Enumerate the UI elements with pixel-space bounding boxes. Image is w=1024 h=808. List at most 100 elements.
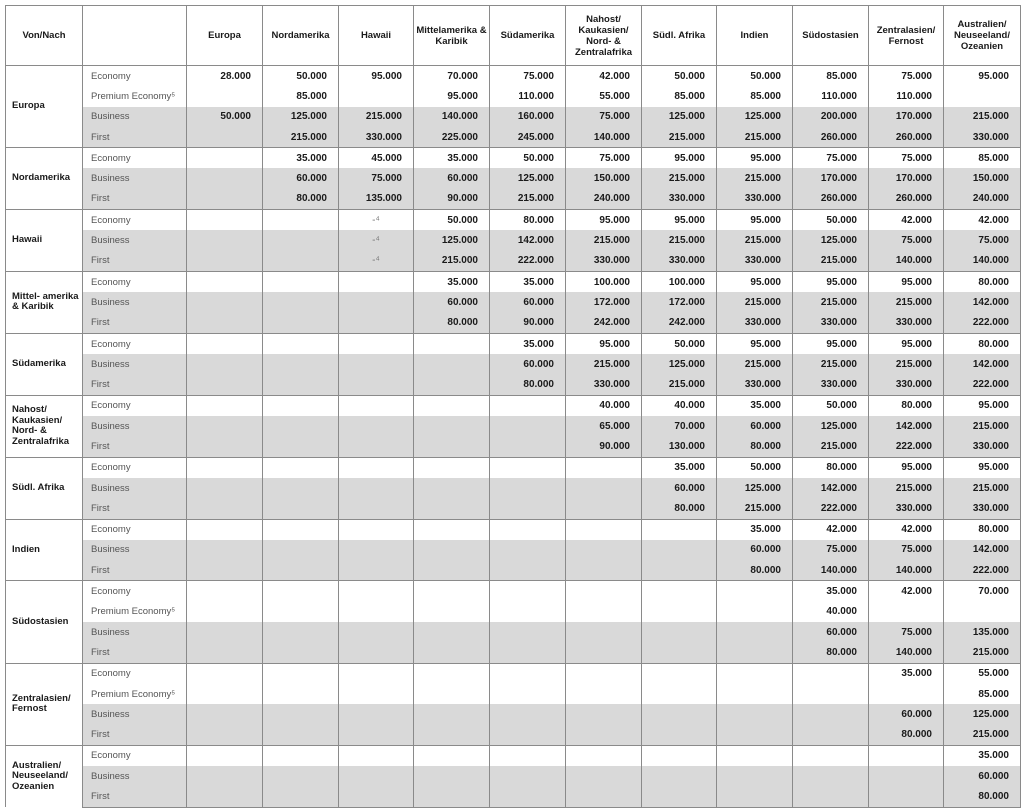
miles-value: 42.000	[868, 580, 944, 602]
miles-value	[186, 188, 263, 211]
miles-value: 75.000	[565, 106, 642, 127]
miles-value	[641, 560, 717, 582]
miles-value: 215.000	[792, 354, 869, 375]
miles-value: 80.000	[716, 436, 793, 458]
miles-value	[489, 601, 566, 623]
destination-header: Zentralasien/ Fernost	[868, 5, 944, 66]
miles-value	[186, 477, 263, 499]
miles-value	[565, 580, 642, 602]
cabin-class: Business	[82, 168, 187, 189]
table-row: Nahost/ Kaukasien/ Nord- & Zentralafrika…	[5, 394, 1021, 458]
miles-value	[716, 704, 793, 725]
cabin-class: Economy	[82, 456, 187, 478]
miles-value: 35.000	[943, 744, 1021, 767]
origin-region: Nahost/ Kaukasien/ Nord- & Zentralafrika	[5, 394, 83, 458]
miles-value: 95.000	[716, 147, 793, 169]
cabin-class: First	[82, 312, 187, 334]
miles-value: 215.000	[338, 106, 414, 127]
miles-value: 40.000	[565, 394, 642, 417]
miles-value	[641, 539, 717, 561]
miles-value	[489, 580, 566, 602]
header-row: Von/Nach Europa Nordamerika Hawaii Mittelam…	[5, 5, 1021, 66]
destination-header: Europa	[186, 5, 263, 66]
miles-value: 60.000	[413, 168, 490, 189]
miles-value: 60.000	[262, 168, 339, 189]
miles-value: 75.000	[868, 539, 944, 561]
miles-value	[338, 354, 414, 375]
miles-value	[716, 622, 793, 643]
table-row: Premium Economy⁵ 40.000	[6, 601, 1021, 623]
cabin-class: First	[82, 642, 187, 664]
origin-region: Australien/ Neuseeland/ Ozeanien	[5, 744, 83, 808]
miles-value: 35.000	[262, 147, 339, 169]
cabin-class: Economy	[82, 662, 187, 684]
miles-value	[338, 704, 414, 725]
miles-value: 60.000	[489, 292, 566, 313]
origin-region: Südamerika	[5, 332, 83, 396]
miles-value	[186, 292, 263, 313]
miles-value	[489, 662, 566, 684]
miles-value: 215.000	[641, 374, 717, 396]
miles-value: 110.000	[792, 86, 869, 107]
miles-value	[338, 498, 414, 520]
miles-value	[641, 744, 717, 767]
miles-value	[716, 662, 793, 684]
miles-value	[413, 456, 490, 478]
miles-value	[641, 601, 717, 623]
miles-value: 75.000	[565, 147, 642, 169]
miles-value: 225.000	[413, 126, 490, 149]
origin-region: Nordamerika	[5, 147, 83, 210]
miles-value	[186, 168, 263, 189]
miles-value: 70.000	[641, 416, 717, 437]
miles-value	[413, 580, 490, 602]
miles-value	[338, 374, 414, 396]
destination-header: Hawaii	[338, 5, 414, 66]
miles-value	[413, 539, 490, 561]
miles-value: 80.000	[716, 560, 793, 582]
table-row: Business 60.000	[6, 766, 1021, 787]
table-row: Business 50.000 125.000 215.000 140.000 160.0…	[6, 106, 1021, 127]
miles-value: 50.000	[792, 209, 869, 231]
table-row: Australien/ Neuseeland/ Ozeanien Economy 3…	[5, 744, 1021, 808]
miles-value: 35.000	[716, 394, 793, 417]
miles-value	[186, 622, 263, 643]
miles-value	[338, 477, 414, 499]
miles-value: 75.000	[868, 622, 944, 643]
table-row: Business 60.000 75.000 135.000	[6, 622, 1021, 643]
miles-value	[716, 744, 793, 767]
miles-value	[186, 456, 263, 478]
miles-value: 215.000	[716, 354, 793, 375]
cabin-class: First	[82, 374, 187, 396]
origin-region: Hawaii	[5, 209, 83, 272]
miles-value: 55.000	[943, 662, 1021, 684]
miles-value: 215.000	[565, 230, 642, 251]
miles-value	[186, 539, 263, 561]
miles-value: 215.000	[716, 126, 793, 149]
miles-value: 215.000	[943, 106, 1021, 127]
miles-value	[716, 766, 793, 787]
miles-value: 95.000	[716, 270, 793, 293]
miles-value	[489, 642, 566, 664]
miles-value	[792, 744, 869, 767]
miles-value	[186, 744, 263, 767]
miles-value: 240.000	[565, 188, 642, 211]
miles-value	[186, 312, 263, 334]
miles-value: 125.000	[413, 230, 490, 251]
destination-header: Indien	[716, 5, 793, 66]
miles-value	[413, 332, 490, 355]
miles-value: 42.000	[565, 65, 642, 87]
miles-value	[186, 209, 263, 231]
miles-value: 140.000	[868, 560, 944, 582]
miles-value: 330.000	[565, 250, 642, 272]
miles-value: 125.000	[716, 477, 793, 499]
miles-value	[641, 580, 717, 602]
miles-value: 80.000	[943, 270, 1021, 293]
miles-value	[186, 560, 263, 582]
miles-value	[262, 498, 339, 520]
miles-value	[338, 601, 414, 623]
miles-value: 60.000	[716, 416, 793, 437]
miles-value: 95.000	[943, 65, 1021, 87]
miles-value	[262, 394, 339, 417]
miles-value: 75.000	[338, 168, 414, 189]
miles-value	[413, 704, 490, 725]
